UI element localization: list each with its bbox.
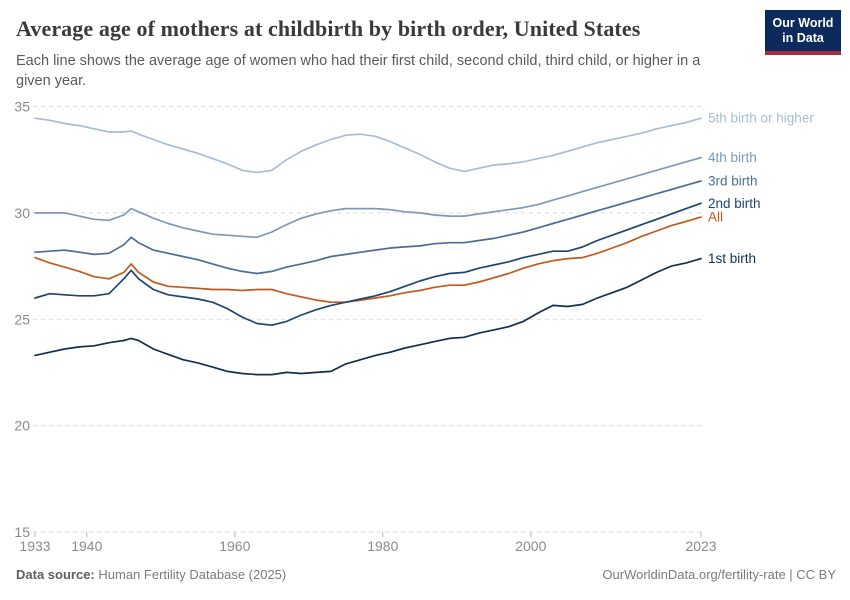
x-tick-label-1933: 1933 <box>19 538 50 554</box>
series-label-3rd-birth[interactable]: 3rd birth <box>708 173 758 188</box>
series-label-2nd-birth[interactable]: 2nd birth <box>708 196 761 211</box>
owid-logo-line1: Our World <box>772 16 834 30</box>
x-tick-label-1980: 1980 <box>367 538 398 554</box>
owid-logo[interactable]: Our World in Data <box>765 10 841 55</box>
series-line-all[interactable] <box>34 216 702 304</box>
page-title: Average age of mothers at childbirth by … <box>16 16 641 41</box>
series-line-3rd-birth[interactable] <box>34 180 702 275</box>
series-label-5th-birth-or-higher[interactable]: 5th birth or higher <box>708 111 814 126</box>
credit-link[interactable]: OurWorldinData.org/fertility-rate | CC B… <box>602 567 836 582</box>
line-chart[interactable]: 15 20 25 30 35 1933 1940 1960 1980 2000 2023 5th bi… <box>0 95 850 565</box>
footer: Data source: Human Fertility Database (2… <box>16 567 836 582</box>
series-line-5th-birth-or-higher[interactable] <box>34 117 702 174</box>
y-tick-label-35: 35 <box>14 99 30 115</box>
y-tick-label-30: 30 <box>14 205 30 221</box>
series-label-all[interactable]: All <box>708 210 723 225</box>
y-tick-label-20: 20 <box>14 418 30 434</box>
series-label-4th-birth[interactable]: 4th birth <box>708 150 757 165</box>
data-source-value: Human Fertility Database (2025) <box>98 567 287 582</box>
series-line-1st-birth[interactable] <box>34 257 702 376</box>
x-tick-label-2023: 2023 <box>685 538 716 554</box>
chart-area: 15 20 25 30 35 1933 1940 1960 1980 2000 2023 5th bi… <box>0 95 850 565</box>
series-line-4th-birth[interactable] <box>34 156 702 239</box>
y-tick-label-25: 25 <box>14 311 30 327</box>
x-tick-label-1940: 1940 <box>71 538 102 554</box>
owid-logo-line2: in Data <box>782 31 824 45</box>
data-source-label: Data source: <box>16 567 95 582</box>
x-tick-label-2000: 2000 <box>515 538 546 554</box>
chart-subtitle: Each line shows the average age of women… <box>16 53 701 90</box>
series-label-1st-birth[interactable]: 1st birth <box>708 251 756 266</box>
y-tick-label-15: 15 <box>14 524 30 540</box>
series-line-2nd-birth[interactable] <box>34 202 702 327</box>
data-source: Data source: Human Fertility Database (2… <box>16 567 286 582</box>
header: Average age of mothers at childbirth by … <box>0 0 850 95</box>
x-tick-label-1960: 1960 <box>219 538 250 554</box>
